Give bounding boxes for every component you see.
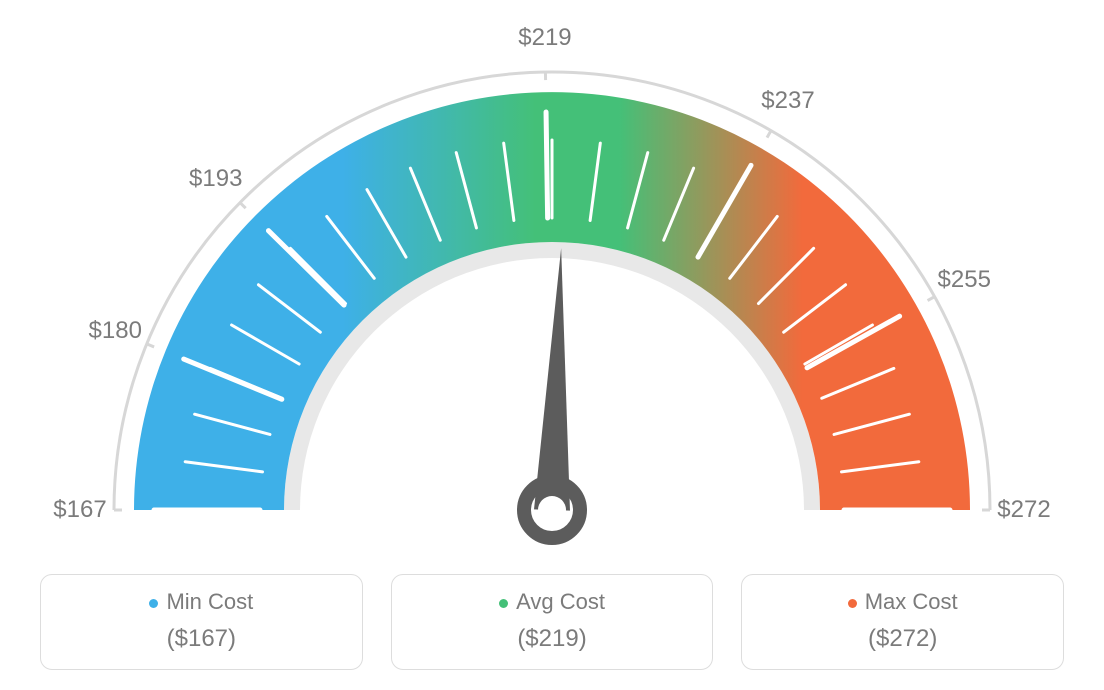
avg-cost-label: Avg Cost (516, 589, 605, 614)
gauge-chart: $167 $180 $193 $219 $237 $255 $272 (0, 0, 1104, 560)
min-cost-title: Min Cost (51, 589, 352, 615)
avg-cost-value: ($219) (402, 625, 703, 653)
dot-icon (149, 599, 158, 608)
gauge-tick-label: $193 (189, 165, 242, 193)
gauge-tick-label: $167 (53, 496, 106, 524)
max-cost-label: Max Cost (865, 589, 958, 614)
dot-icon (848, 599, 857, 608)
summary-cards: Min Cost ($167) Avg Cost ($219) Max Cost… (40, 574, 1064, 670)
min-cost-label: Min Cost (166, 589, 253, 614)
avg-cost-card: Avg Cost ($219) (391, 574, 714, 670)
min-cost-value: ($167) (51, 625, 352, 653)
max-cost-title: Max Cost (752, 589, 1053, 615)
avg-cost-title: Avg Cost (402, 589, 703, 615)
gauge-tick-label: $255 (938, 266, 991, 294)
max-cost-value: ($272) (752, 625, 1053, 653)
gauge-tick-label: $219 (518, 24, 571, 52)
max-cost-card: Max Cost ($272) (741, 574, 1064, 670)
gauge-tick-label: $180 (89, 317, 142, 345)
gauge-tick-label: $237 (761, 87, 814, 115)
min-cost-card: Min Cost ($167) (40, 574, 363, 670)
gauge-tick-label: $272 (997, 496, 1050, 524)
dot-icon (499, 599, 508, 608)
